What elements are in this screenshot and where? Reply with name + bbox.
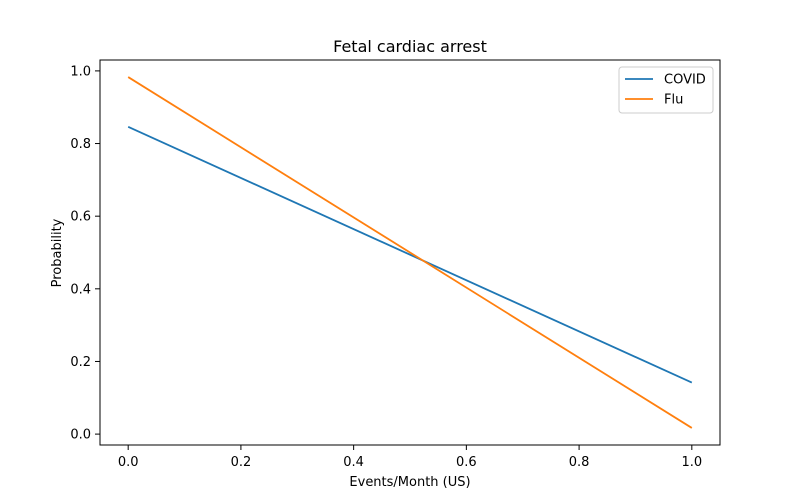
x-axis-label: Events/Month (US) — [349, 475, 470, 490]
x-tick-label: 1.0 — [681, 455, 702, 470]
x-tick-label: 0.0 — [118, 455, 139, 470]
y-axis-label: Probability — [50, 218, 65, 287]
y-tick-label: 1.0 — [70, 64, 91, 79]
x-tick-label: 0.2 — [231, 455, 252, 470]
series-layer — [127, 76, 693, 429]
y-tick-label: 0.0 — [70, 428, 91, 443]
chart-title: Fetal cardiac arrest — [333, 37, 487, 56]
series-line-covid — [127, 126, 693, 384]
x-axis-ticks: 0.0 0.2 0.4 0.6 0.8 1.0 — [118, 445, 702, 470]
y-axis-ticks: 0.0 0.2 0.4 0.6 0.8 1.0 — [70, 64, 100, 443]
y-tick-label: 0.8 — [70, 137, 91, 152]
legend-label-covid: COVID — [664, 73, 706, 88]
plot-frame — [99, 59, 721, 446]
x-tick-label: 0.6 — [456, 455, 477, 470]
y-tick-label: 0.2 — [70, 355, 91, 370]
plot-area — [99, 59, 721, 446]
legend-label-flu: Flu — [664, 93, 683, 108]
x-tick-label: 0.8 — [569, 455, 590, 470]
y-tick-label: 0.4 — [70, 282, 91, 297]
y-tick-label: 0.6 — [70, 210, 91, 225]
legend: COVID Flu — [618, 66, 714, 114]
x-tick-label: 0.4 — [343, 455, 364, 470]
series-line-flu — [127, 76, 693, 429]
